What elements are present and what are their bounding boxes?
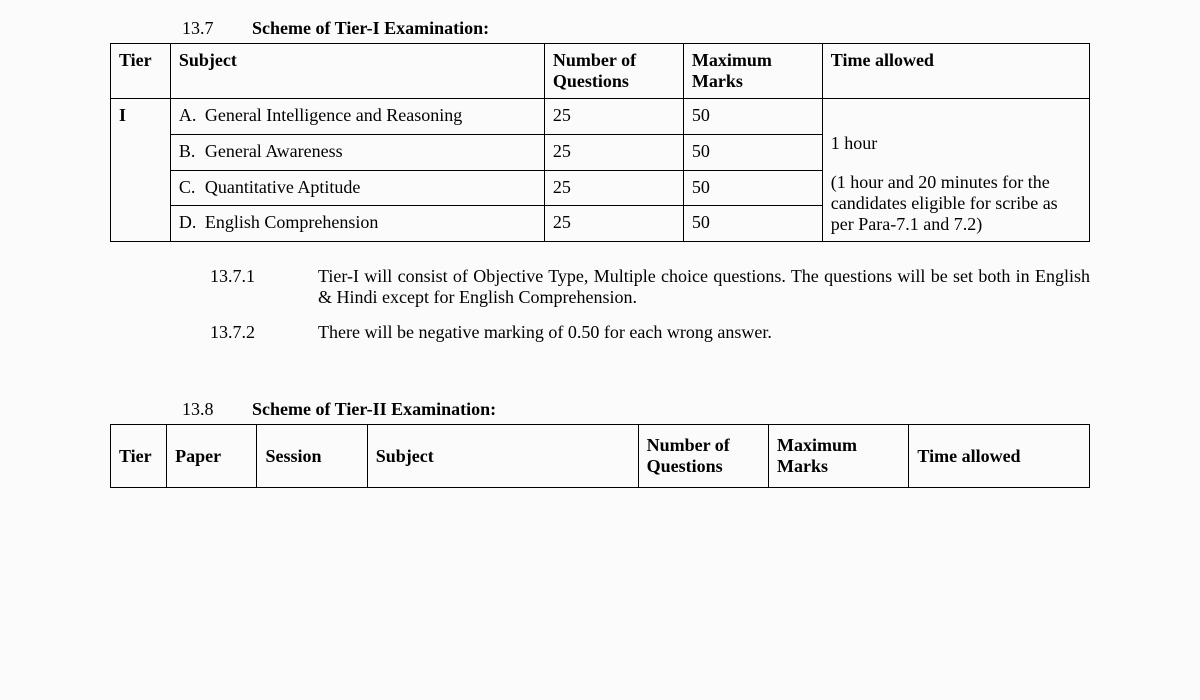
col-tier: Tier [111,425,167,488]
subject-text: General Intelligence and Reasoning [205,105,536,126]
marks-cell: 50 [683,134,822,170]
subject-letter: C. [179,177,205,198]
section-13-8-heading: 13.8 Scheme of Tier-II Examination: [182,399,1090,420]
subject-letter: A. [179,105,205,126]
marks-cell: 50 [683,206,822,242]
clause-number: 13.7.2 [210,322,318,343]
col-questions: Number of Questions [544,44,683,99]
tier-cell: I [111,99,171,242]
subject-text: General Awareness [205,141,536,162]
subject-cell: B. General Awareness [170,134,544,170]
clause: 13.7.2 There will be negative marking of… [210,322,1090,343]
col-time: Time allowed [909,425,1090,488]
col-session: Session [257,425,367,488]
clause-text: There will be negative marking of 0.50 f… [318,322,1090,343]
clause: 13.7.1 Tier-I will consist of Objective … [210,266,1090,308]
section-title: Scheme of Tier-I Examination: [252,18,489,39]
subject-letter: D. [179,212,205,233]
subject-text: Quantitative Aptitude [205,177,536,198]
table-header-row: Tier Paper Session Subject Number of Que… [111,425,1090,488]
time-note: (1 hour and 20 minutes for the candidate… [831,172,1081,235]
table-row: I A. General Intelligence and Reasoning … [111,99,1090,135]
table-header-row: Tier Subject Number of Questions Maximum… [111,44,1090,99]
marks-cell: 50 [683,99,822,135]
section-number: 13.8 [182,399,252,420]
subject-cell: D. English Comprehension [170,206,544,242]
col-paper: Paper [167,425,257,488]
col-tier: Tier [111,44,171,99]
questions-cell: 25 [544,134,683,170]
subject-letter: B. [179,141,205,162]
clause-number: 13.7.1 [210,266,318,308]
questions-cell: 25 [544,206,683,242]
tier1-scheme-table: Tier Subject Number of Questions Maximum… [110,43,1090,242]
time-main: 1 hour [831,133,1081,154]
section-title: Scheme of Tier-II Examination: [252,399,496,420]
questions-cell: 25 [544,170,683,206]
section-number: 13.7 [182,18,252,39]
col-subject: Subject [367,425,638,488]
clauses-block: 13.7.1 Tier-I will consist of Objective … [210,266,1090,343]
col-subject: Subject [170,44,544,99]
clause-text: Tier-I will consist of Objective Type, M… [318,266,1090,308]
tier2-scheme-table: Tier Paper Session Subject Number of Que… [110,424,1090,488]
section-13-7-heading: 13.7 Scheme of Tier-I Examination: [182,18,1090,39]
col-marks: Maximum Marks [768,425,908,488]
time-allowed-cell: 1 hour (1 hour and 20 minutes for the ca… [822,99,1089,242]
subject-text: English Comprehension [205,212,536,233]
col-time: Time allowed [822,44,1089,99]
subject-cell: C. Quantitative Aptitude [170,170,544,206]
subject-cell: A. General Intelligence and Reasoning [170,99,544,135]
questions-cell: 25 [544,99,683,135]
col-marks: Maximum Marks [683,44,822,99]
marks-cell: 50 [683,170,822,206]
col-questions: Number of Questions [638,425,768,488]
